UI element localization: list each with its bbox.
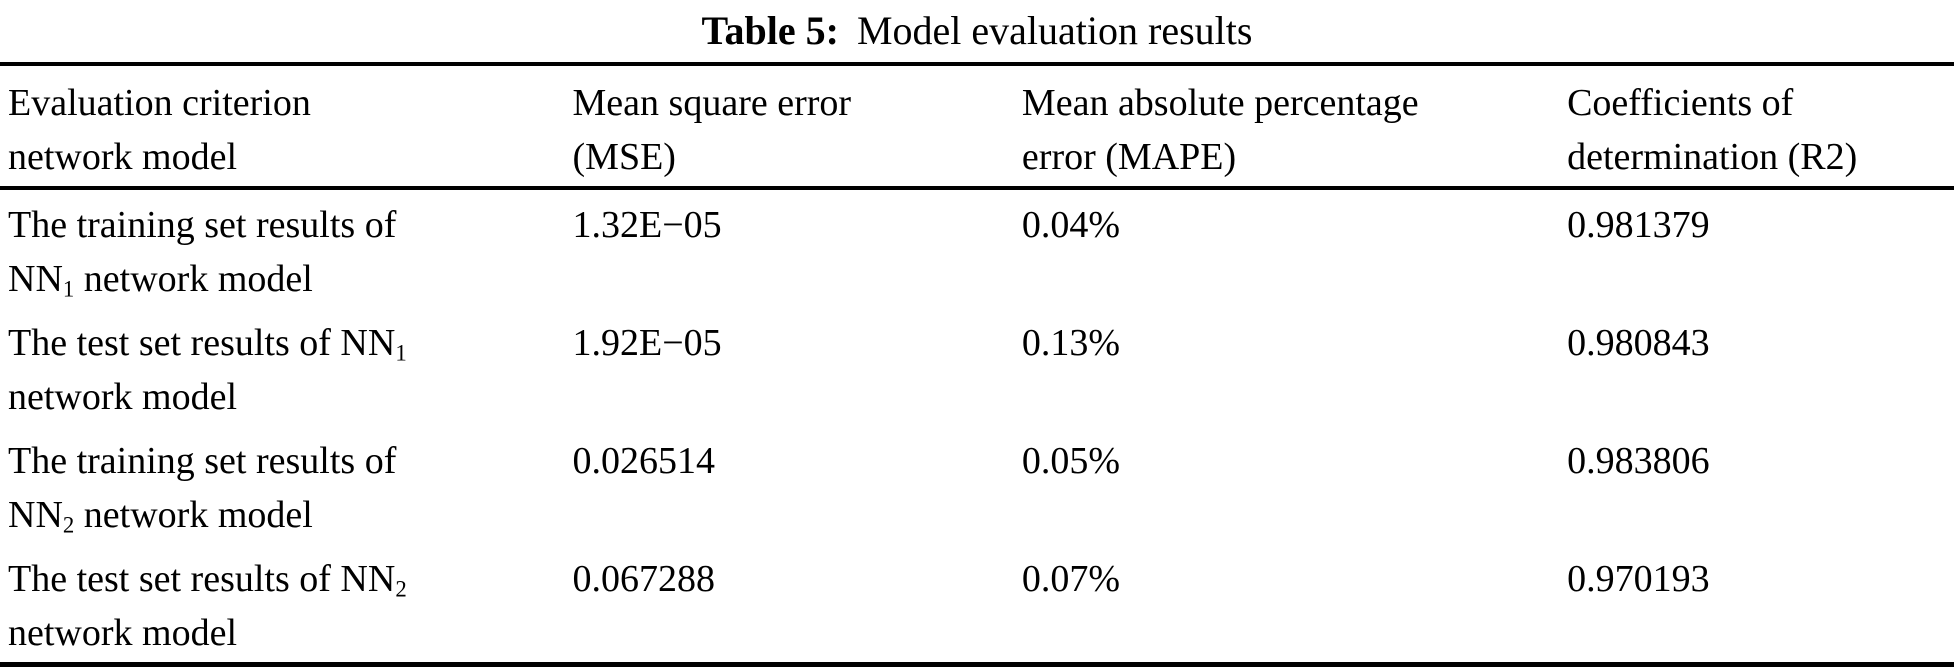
criterion-line: The training set results of — [8, 204, 397, 246]
criterion-line: network model — [8, 612, 238, 654]
table-row: The test set results of NN2 network mode… — [0, 544, 1954, 665]
header-line: Evaluation criterion — [8, 82, 311, 124]
mse-cell: 0.067288 — [572, 558, 716, 600]
criterion-line: The training set results of — [8, 440, 397, 482]
criterion-line: NN1 network model — [8, 258, 313, 302]
criterion-cell: The test set results of NN2 network mode… — [0, 544, 573, 665]
table-caption-text: Model evaluation results — [856, 8, 1253, 53]
mse-cell: 1.32E−05 — [572, 204, 722, 246]
mse-cell: 0.026514 — [572, 440, 716, 482]
table-body: The training set results of NN1 network … — [0, 188, 1954, 665]
mape-cell: 0.05% — [1021, 440, 1121, 482]
table-row: The test set results of NN1 network mode… — [0, 308, 1954, 426]
r2-cell: 0.980843 — [1567, 322, 1710, 364]
header-line: determination (R2) — [1567, 136, 1858, 178]
subscript: 1 — [62, 276, 75, 302]
mse-cell: 1.92E−05 — [572, 322, 722, 364]
header-row: Evaluation criterion network model Mean … — [0, 64, 1954, 190]
criterion-line: The test set results of NN2 — [8, 558, 407, 602]
mape-cell: 0.07% — [1021, 558, 1121, 600]
criterion-cell: The training set results of NN2 network … — [0, 426, 573, 544]
criterion-line: The test set results of NN1 — [8, 322, 407, 366]
column-header-mape: Mean absolute percentage error (MAPE) — [1021, 64, 1568, 190]
header-line: error (MAPE) — [1021, 136, 1237, 178]
header-line: Coefficients of — [1567, 82, 1794, 124]
mape-cell: 0.13% — [1021, 322, 1121, 364]
table-caption: Table 5: Model evaluation results — [0, 6, 1954, 56]
subscript: 2 — [62, 512, 75, 538]
table-caption-label: Table 5: — [701, 8, 839, 53]
table-header: Evaluation criterion network model Mean … — [0, 64, 1954, 190]
column-header-criterion: Evaluation criterion network model — [0, 64, 573, 190]
column-header-r2: Coefficients of determination (R2) — [1567, 64, 1954, 190]
subscript: 1 — [395, 340, 407, 366]
subscript: 2 — [395, 576, 407, 602]
header-line: network model — [8, 136, 238, 178]
header-line: Mean square error — [572, 82, 852, 124]
r2-cell: 0.970193 — [1567, 558, 1710, 600]
column-header-mse: Mean square error (MSE) — [572, 64, 1022, 190]
table-row: The training set results of NN2 network … — [0, 426, 1954, 544]
mape-cell: 0.04% — [1021, 204, 1121, 246]
table-row: The training set results of NN1 network … — [0, 188, 1954, 308]
header-line: (MSE) — [572, 136, 676, 178]
criterion-line: NN2 network model — [8, 494, 313, 538]
criterion-line: network model — [8, 376, 238, 418]
criterion-cell: The test set results of NN1 network mode… — [0, 308, 573, 426]
r2-cell: 0.981379 — [1567, 204, 1710, 246]
header-line: Mean absolute percentage — [1021, 82, 1419, 124]
r2-cell: 0.983806 — [1567, 440, 1710, 482]
criterion-cell: The training set results of NN1 network … — [0, 188, 573, 308]
evaluation-table: Evaluation criterion network model Mean … — [0, 62, 1954, 667]
